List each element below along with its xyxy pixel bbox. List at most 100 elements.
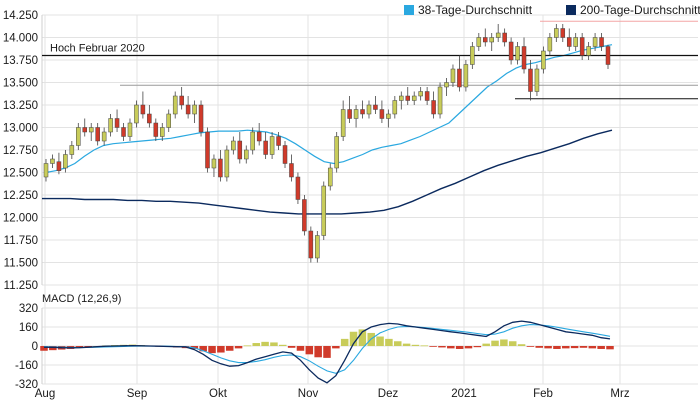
candle-body: [463, 64, 469, 88]
candle-body: [237, 140, 243, 160]
macd-histogram-bar: [84, 346, 92, 347]
candle-body: [515, 46, 520, 61]
candle: [295, 172, 301, 204]
candle-body: [418, 91, 423, 97]
candle-body: [579, 37, 585, 56]
macd-histogram-bar: [455, 346, 464, 349]
candle-body: [605, 46, 611, 65]
candle: [502, 28, 507, 47]
candles-group: [43, 24, 611, 263]
macd-histogram-bar: [261, 341, 269, 346]
ma200-group: [42, 129, 613, 215]
candle: [373, 96, 378, 114]
candle-body: [554, 28, 559, 38]
candle-body: [599, 37, 604, 47]
macd-histogram-bar: [358, 329, 367, 346]
macd-histogram-bar: [208, 346, 216, 354]
candle: [263, 132, 268, 159]
candle-body: [334, 136, 339, 169]
candle-body: [386, 113, 391, 119]
candle-body: [534, 68, 540, 92]
candle-body: [353, 109, 359, 119]
macd-tick-label: -320: [15, 379, 38, 391]
candle-body: [140, 104, 146, 115]
candle: [43, 159, 49, 182]
candle: [63, 150, 68, 173]
price-tick-label: 11.250: [4, 280, 38, 292]
candle: [179, 87, 184, 110]
candle: [534, 64, 540, 96]
candle: [386, 109, 391, 128]
candle-body: [399, 95, 404, 101]
candle-body: [134, 104, 139, 124]
x-tick-label: Nov: [298, 388, 319, 400]
macd-histogram-bar: [606, 346, 614, 350]
candle-body: [508, 41, 514, 61]
candle: [153, 118, 159, 141]
candle-body: [63, 154, 68, 169]
macd-histogram-bar: [296, 346, 305, 351]
candle: [76, 123, 81, 150]
candle-body: [489, 37, 494, 43]
candle: [399, 91, 404, 110]
candle: [405, 87, 410, 105]
macd-histogram-bar: [482, 343, 490, 346]
macd-histogram-bar: [535, 346, 544, 348]
candle: [424, 87, 430, 105]
candle: [166, 109, 171, 132]
candle-body: [160, 127, 165, 137]
macd-histogram-bar: [570, 346, 579, 349]
candle-body: [88, 127, 94, 133]
macd-histogram-bar: [217, 346, 225, 353]
candle-body: [424, 91, 430, 101]
candle: [599, 33, 604, 51]
candle-body: [360, 109, 365, 115]
macd-histogram-bar: [385, 338, 393, 346]
candle: [198, 100, 204, 137]
macd-histogram-bar: [340, 338, 349, 346]
candle: [360, 100, 365, 119]
candle-body: [321, 185, 327, 236]
legend-label-ma200: 200-Tage-Durchschnitt: [580, 3, 700, 17]
candle-body: [172, 95, 178, 115]
macd-histogram-bar: [314, 346, 322, 358]
candle: [566, 28, 572, 51]
candle: [256, 123, 262, 146]
candle-body: [437, 86, 443, 115]
macd-tick-label: -160: [15, 360, 38, 372]
candle: [218, 150, 223, 182]
candle-body: [121, 127, 126, 137]
candle-body: [340, 109, 346, 137]
candle: [483, 28, 488, 47]
hoch-februar-label: Hoch Februar 2020: [50, 43, 145, 55]
macd-histogram-bar: [517, 344, 526, 346]
candle: [185, 96, 191, 119]
macd-histogram-bar: [544, 346, 552, 349]
candle-body: [231, 140, 236, 151]
price-tick-label: 13.250: [3, 100, 38, 112]
candle: [172, 91, 178, 119]
candle: [560, 24, 566, 42]
macd-histogram-bar: [491, 340, 499, 346]
candle: [579, 33, 585, 60]
x-tick-label: Sep: [127, 388, 147, 400]
candle-body: [269, 136, 275, 155]
candle: [224, 145, 230, 182]
candle: [431, 91, 436, 119]
candle: [528, 60, 533, 101]
macd-histogram-bar: [429, 346, 437, 347]
x-tick-label: 2021: [451, 388, 477, 400]
candle-body: [276, 136, 281, 146]
candle: [515, 42, 520, 65]
x-axis-labels: Aug Sep Okt Nov Dez 2021 Feb Mrz: [35, 388, 630, 400]
candle-body: [373, 104, 378, 110]
candle: [605, 44, 611, 69]
macd-histogram-bar: [562, 346, 570, 349]
candle-body: [327, 167, 333, 187]
candle: [340, 100, 346, 141]
macd-histogram-bar: [225, 346, 234, 351]
candle: [140, 91, 146, 119]
x-tick-label: Feb: [533, 388, 553, 400]
x-tick-label: Mrz: [610, 388, 629, 400]
